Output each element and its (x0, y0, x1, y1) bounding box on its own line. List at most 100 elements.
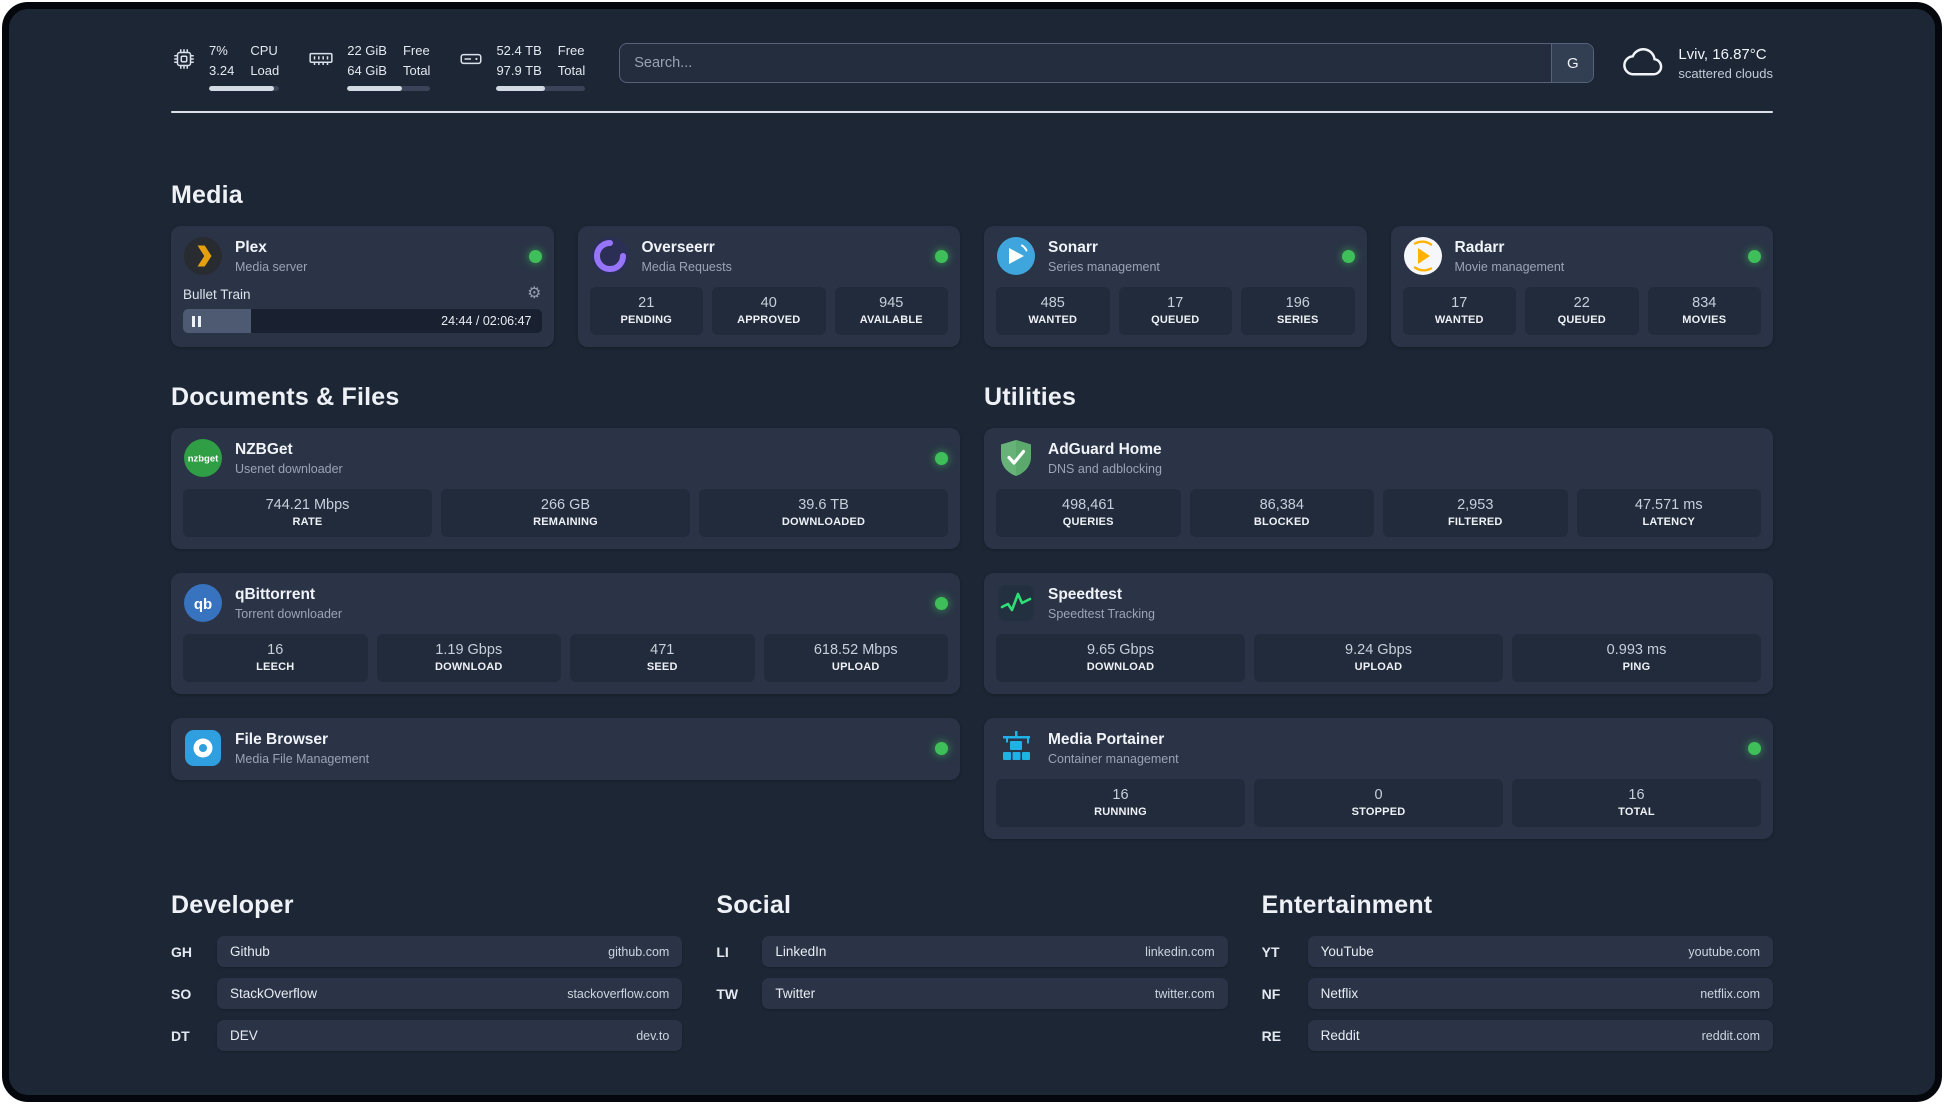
stat-tile: 834 MOVIES (1647, 287, 1761, 335)
app-card-radarr[interactable]: Radarr Movie management 17 WANTED 22 QUE… (1390, 226, 1773, 347)
app-desc: Speedtest Tracking (1048, 606, 1156, 621)
cpu-label: CPU (250, 43, 278, 58)
stat-value: 471 (650, 642, 675, 658)
cpu-metric: 7% 3.24 CPU Load (171, 41, 280, 91)
bookmark-link-github[interactable]: Github github.com (217, 936, 683, 967)
bookmark-url: netflix.com (1700, 986, 1760, 1001)
stat-value: 1.19 Gbps (435, 642, 503, 658)
bookmark-link-dev[interactable]: DEV dev.to (217, 1020, 683, 1051)
section-utilities: Utilities AdGuard Home DNS and adblockin… (984, 383, 1773, 839)
stat-tile: 0 STOPPED (1254, 779, 1503, 827)
bookmark-abbr: TW (716, 985, 739, 1002)
section-title-social: Social (716, 891, 792, 919)
stat-value: 0 (1374, 787, 1383, 803)
status-dot (935, 596, 948, 610)
stat-value: 266 GB (540, 497, 591, 513)
app-card-overseerr[interactable]: Overseerr Media Requests 21 PENDING 40 A… (577, 226, 960, 347)
cpu-icon (171, 46, 197, 91)
cloud-icon (1620, 43, 1666, 84)
stat-tile: 16 RUNNING (996, 779, 1245, 827)
app-card-filebrowser[interactable]: File Browser Media File Management (171, 718, 960, 780)
bookmark-name: Github (230, 944, 270, 959)
qbittorrent-icon: qb (183, 583, 223, 623)
app-name: Sonarr (1048, 238, 1098, 256)
ram-icon (307, 46, 335, 91)
speedtest-icon (996, 583, 1036, 623)
bookmark-abbr: DT (171, 1027, 190, 1044)
stat-label: QUEUED (1557, 314, 1606, 326)
section-title-utilities: Utilities (984, 383, 1077, 411)
stat-tile: 196 SERIES (1241, 287, 1355, 335)
search-input[interactable] (619, 43, 1595, 83)
disk-free-value: 52.4 TB (496, 43, 542, 58)
bookmark-row-twitter: TW Twitter twitter.com (716, 978, 1228, 1009)
cpu-progressbar (209, 86, 280, 91)
stat-tile: 9.65 Gbps DOWNLOAD (996, 634, 1245, 682)
stat-tile: 40 APPROVED (712, 287, 826, 335)
stat-label: LATENCY (1642, 516, 1696, 528)
stat-label: RATE (292, 516, 323, 528)
section-title-documents: Documents & Files (171, 383, 400, 411)
adguard-icon (996, 438, 1036, 478)
cpu-load-label: Load (250, 62, 280, 78)
stat-label: UPLOAD (831, 661, 880, 673)
stat-tile: 945 AVAILABLE (834, 287, 948, 335)
stat-tile: 1.19 Gbps DOWNLOAD (376, 634, 561, 682)
stat-value: 40 (760, 295, 777, 311)
stat-tile: 16 LEECH (183, 634, 368, 682)
stat-label: RUNNING (1094, 806, 1147, 818)
bookmark-url: stackoverflow.com (567, 986, 670, 1001)
stat-label: REMAINING (533, 516, 598, 528)
stat-value: 744.21 Mbps (265, 497, 350, 513)
bookmark-abbr: LI (716, 943, 729, 960)
bookmark-link-stackoverflow[interactable]: StackOverflow stackoverflow.com (217, 978, 683, 1009)
app-card-speedtest[interactable]: Speedtest Speedtest Tracking 9.65 Gbps D… (984, 573, 1773, 694)
bookmark-url: twitter.com (1154, 986, 1215, 1001)
ram-progressbar (347, 86, 431, 91)
radarr-icon (1403, 236, 1443, 276)
stat-tile: 17 QUEUED (1118, 287, 1232, 335)
bookmark-link-reddit[interactable]: Reddit reddit.com (1307, 1020, 1773, 1051)
stat-tile: 2,953 FILTERED (1383, 489, 1568, 537)
overseerr-icon (590, 236, 630, 276)
app-card-portainer[interactable]: Media Portainer Container management 16 … (984, 718, 1773, 839)
app-card-qbittorrent[interactable]: qb qBittorrent Torrent downloader 16 LEE… (171, 573, 960, 694)
bookmark-link-netflix[interactable]: Netflix netflix.com (1307, 978, 1773, 1009)
section-entertainment: Entertainment YT YouTube youtube.com NF … (1262, 891, 1773, 1062)
stat-value: 2,953 (1457, 497, 1494, 513)
stat-label: WANTED (1028, 314, 1078, 326)
stat-label: AVAILABLE (859, 314, 923, 326)
stat-value: 47.571 ms (1634, 497, 1703, 513)
bookmark-link-twitter[interactable]: Twitter twitter.com (762, 978, 1228, 1009)
app-card-sonarr[interactable]: Sonarr Series management 485 WANTED 17 Q… (984, 226, 1367, 347)
bookmark-link-linkedin[interactable]: LinkedIn linkedin.com (762, 936, 1228, 967)
bookmark-row-stackoverflow: SO StackOverflow stackoverflow.com (171, 978, 683, 1009)
bookmark-row-youtube: YT YouTube youtube.com (1262, 936, 1773, 967)
stat-value: 196 (1285, 295, 1310, 311)
stat-value: 9.24 Gbps (1345, 642, 1412, 658)
bookmark-abbr: RE (1261, 1027, 1282, 1044)
app-card-nzbget[interactable]: nzbget NZBGet Usenet downloader 744.21 M… (171, 428, 960, 549)
stat-label: SEED (646, 661, 678, 673)
disk-free-label: Free (557, 43, 585, 58)
stat-value: 86,384 (1259, 497, 1304, 513)
stat-value: 9.65 Gbps (1087, 642, 1154, 658)
now-playing-title: Bullet Train (183, 286, 251, 302)
bookmark-url: reddit.com (1701, 1028, 1760, 1043)
bookmark-link-youtube[interactable]: YouTube youtube.com (1307, 936, 1773, 967)
pause-icon[interactable] (192, 315, 201, 327)
app-card-adguard[interactable]: AdGuard Home DNS and adblocking 498,461 … (984, 428, 1773, 549)
app-name: Radarr (1454, 238, 1505, 256)
player-progressbar[interactable]: 24:44 / 02:06:47 (183, 309, 542, 333)
system-metrics: 7% 3.24 CPU Load (171, 41, 586, 91)
status-dot (935, 451, 948, 465)
bookmark-url: github.com (608, 944, 670, 959)
app-card-plex[interactable]: Plex Media server Bullet Train ⚙ 24:44 /… (171, 226, 554, 347)
stat-label: WANTED (1434, 314, 1484, 326)
ram-metric: 22 GiB 64 GiB Free Total (307, 41, 431, 91)
search-engine-button[interactable]: G (1551, 44, 1594, 82)
gear-icon[interactable]: ⚙ (527, 285, 542, 302)
stat-value: 498,461 (1062, 497, 1115, 513)
bookmark-name: DEV (230, 1028, 258, 1043)
